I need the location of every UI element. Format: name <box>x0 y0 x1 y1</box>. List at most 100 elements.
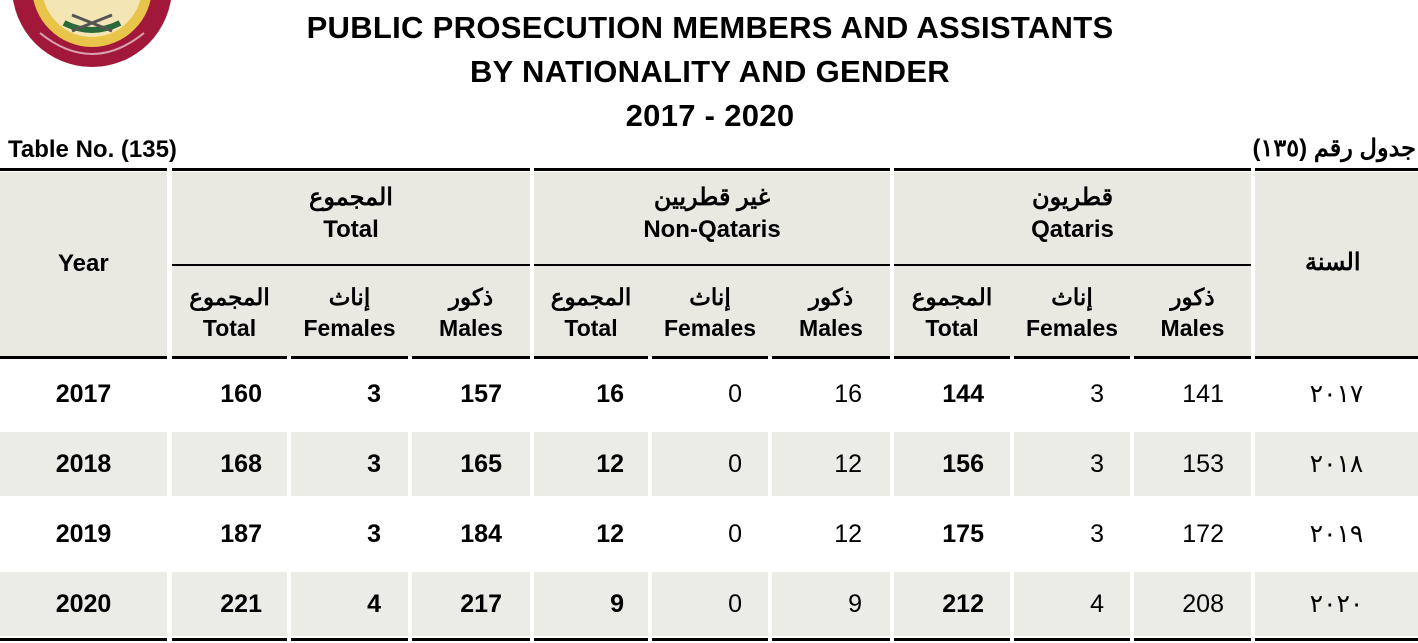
cell-nq-females: 0 <box>728 450 742 478</box>
rule-sub-10 <box>1134 356 1251 359</box>
table-row: 2017 160 3 157 16 0 16 144 3 141 ٢٠١٧ <box>0 362 1418 426</box>
cell-nq-total: 16 <box>596 380 624 408</box>
cell-q-females: 3 <box>1090 380 1104 408</box>
subheader-en: Total <box>564 315 618 341</box>
subheader-ar: ذكور <box>1170 284 1215 310</box>
cell-q-males: 172 <box>1182 520 1224 548</box>
subheader-q-females: إناث Females <box>1014 282 1130 344</box>
header-year-en: Year <box>58 250 109 277</box>
cell-total-total: 221 <box>220 590 262 618</box>
subheader-en: Total <box>202 315 257 341</box>
group-qataris-en: Qataris <box>1031 216 1114 243</box>
cell-total-females: 3 <box>367 450 381 478</box>
cell-nq-total: 12 <box>596 450 624 478</box>
cell-year: 2020 <box>55 590 112 618</box>
table-number-en: Table No. (135) <box>8 136 177 163</box>
subheader-q-males: ذكور Males <box>1134 282 1251 344</box>
subheader-nq-males: ذكور Males <box>772 282 890 344</box>
group-total-ar: المجموع <box>309 184 393 211</box>
rule-sub-5 <box>534 356 648 359</box>
row-shade <box>1255 432 1418 496</box>
group-header-qataris: قطريون Qataris <box>894 182 1251 246</box>
row-shade <box>1134 432 1251 496</box>
subheader-ar: المجموع <box>911 284 993 310</box>
cell-year: 2019 <box>55 520 112 548</box>
cell-nq-males: 12 <box>834 450 862 478</box>
cell-year-ar: ٢٠١٧ <box>1309 380 1364 408</box>
row-shade <box>652 572 768 636</box>
cell-total-males: 157 <box>460 380 502 408</box>
cell-year: 2017 <box>55 380 112 408</box>
cell-q-total: 175 <box>942 520 984 548</box>
header-bg-year-ar <box>1255 172 1418 357</box>
cell-q-males: 208 <box>1182 590 1224 618</box>
row-shade <box>172 572 287 636</box>
title-line-3: 2017 - 2020 <box>625 98 795 133</box>
cell-q-females: 4 <box>1090 590 1104 618</box>
rule-group-qataris <box>894 264 1251 266</box>
cell-q-males: 153 <box>1182 450 1224 478</box>
cell-year-ar: ٢٠١٩ <box>1309 520 1364 548</box>
cell-q-females: 3 <box>1090 450 1104 478</box>
cell-total-females: 3 <box>367 380 381 408</box>
subheader-ar: إناث <box>689 284 731 310</box>
rule-bottom-3 <box>291 638 408 641</box>
row-shade <box>412 572 530 636</box>
header-bg-year <box>0 172 167 357</box>
rule-sub-1 <box>0 356 167 359</box>
rule-group-total <box>172 264 530 266</box>
rule-sub-3 <box>291 356 408 359</box>
rule-bottom-11 <box>1255 638 1418 641</box>
rule-bottom-9 <box>1014 638 1130 641</box>
cell-total-total: 168 <box>220 450 262 478</box>
rule-top-year <box>0 168 167 171</box>
rule-sub-11 <box>1255 356 1418 359</box>
rule-bottom-1 <box>0 638 167 641</box>
group-nonqataris-en: Non-Qataris <box>643 216 781 243</box>
row-shade <box>291 432 408 496</box>
rule-sub-9 <box>1014 356 1130 359</box>
row-shade <box>291 572 408 636</box>
row-shade <box>772 572 890 636</box>
row-shade <box>1014 432 1130 496</box>
row-shade <box>894 432 1010 496</box>
row-shade <box>1255 572 1418 636</box>
title-line-2: BY NATIONALITY AND GENDER <box>470 54 950 89</box>
subheader-ar: ذكور <box>448 284 494 310</box>
table-row: 2018 168 3 165 12 0 12 156 3 153 ٢٠١٨ <box>0 432 1418 496</box>
rule-sub-2 <box>172 356 287 359</box>
subheader-total-females: إناث Females <box>291 282 408 344</box>
rule-sub-4 <box>412 356 530 359</box>
subheader-total-total: المجموع Total <box>172 282 287 344</box>
subheader-nq-females: إناث Females <box>652 282 768 344</box>
subheader-total-males: ذكور Males <box>412 282 530 344</box>
rule-group-nonqataris <box>534 264 890 266</box>
subheader-nq-total: المجموع Total <box>534 282 648 344</box>
subheader-ar: المجموع <box>189 284 270 310</box>
subheader-ar: إناث <box>1051 284 1093 310</box>
row-shade <box>772 432 890 496</box>
cell-q-males: 141 <box>1182 380 1224 408</box>
cell-total-total: 187 <box>220 520 262 548</box>
cell-year: 2018 <box>55 450 112 478</box>
cell-nq-females: 0 <box>728 520 742 548</box>
row-shade <box>652 432 768 496</box>
cell-nq-females: 0 <box>728 380 742 408</box>
rule-bottom-6 <box>652 638 768 641</box>
cell-total-females: 4 <box>367 590 381 618</box>
table-number-ar: جدول رقم (١٣٥) <box>1252 135 1417 162</box>
rule-bottom-10 <box>1134 638 1251 641</box>
cell-total-males: 184 <box>460 520 502 548</box>
cell-total-females: 3 <box>367 520 381 548</box>
cell-q-total: 156 <box>942 450 984 478</box>
cell-q-total: 144 <box>942 380 984 408</box>
rule-top-year-ar <box>1255 168 1418 171</box>
row-shade <box>172 432 287 496</box>
cell-nq-males: 16 <box>834 380 862 408</box>
table-row: 2020 221 4 217 9 0 9 212 4 208 ٢٠٢٠ <box>0 572 1418 636</box>
row-shade <box>412 432 530 496</box>
cell-total-males: 165 <box>460 450 502 478</box>
cell-q-total: 212 <box>942 590 984 618</box>
row-shade <box>0 572 167 636</box>
subheader-ar: ذكور <box>808 284 854 310</box>
